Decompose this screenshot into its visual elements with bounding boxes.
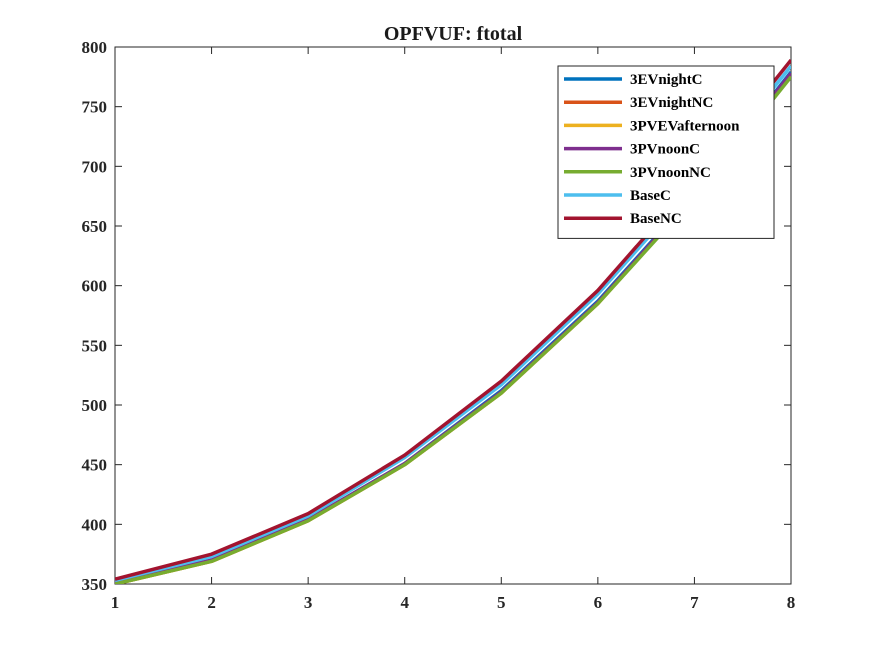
plot-area: 1 2 3 4 5 6 7 8 350 400 450 500 550 600 650 700 750 800 3E… (82, 38, 796, 612)
y-tick-label: 800 (82, 38, 108, 57)
y-tick-label: 750 (82, 98, 108, 117)
y-tick-label: 550 (82, 336, 108, 355)
x-tick-label: 6 (594, 593, 603, 612)
legend-label-BaseNC: BaseNC (630, 211, 682, 227)
x-tick-label: 7 (690, 593, 699, 612)
legend: 3EVnightC 3EVnightNC 3PVEVafternoon 3PVnoon… (557, 65, 775, 239)
legend-label-3PVnoonNC: 3PVnoonNC (630, 165, 711, 181)
legend-label-3EVnightNC: 3EVnightNC (630, 95, 713, 111)
x-tick-label: 5 (497, 593, 506, 612)
y-tick-label: 650 (82, 217, 108, 236)
x-tick-label: 8 (787, 593, 796, 612)
chart-title: OPFVUF: ftotal (384, 23, 523, 45)
legend-label-3PVEVafternoon: 3PVEVafternoon (630, 118, 740, 134)
y-tick-label: 500 (82, 396, 108, 415)
x-tick-label: 3 (304, 593, 313, 612)
y-tick-label: 450 (82, 456, 108, 475)
legend-box (557, 65, 775, 239)
y-tick-label: 600 (82, 277, 108, 296)
y-tick-label: 700 (82, 157, 108, 176)
legend-label-BaseC: BaseC (630, 188, 671, 204)
y-tick-label: 350 (82, 575, 108, 594)
legend-label-3PVnoonC: 3PVnoonC (630, 142, 700, 158)
x-tick-label: 1 (111, 593, 120, 612)
legend-label-3EVnightC: 3EVnightC (630, 72, 703, 88)
x-tick-label: 4 (400, 593, 409, 612)
y-tick-label: 400 (82, 515, 108, 534)
x-tick-label: 2 (207, 593, 216, 612)
